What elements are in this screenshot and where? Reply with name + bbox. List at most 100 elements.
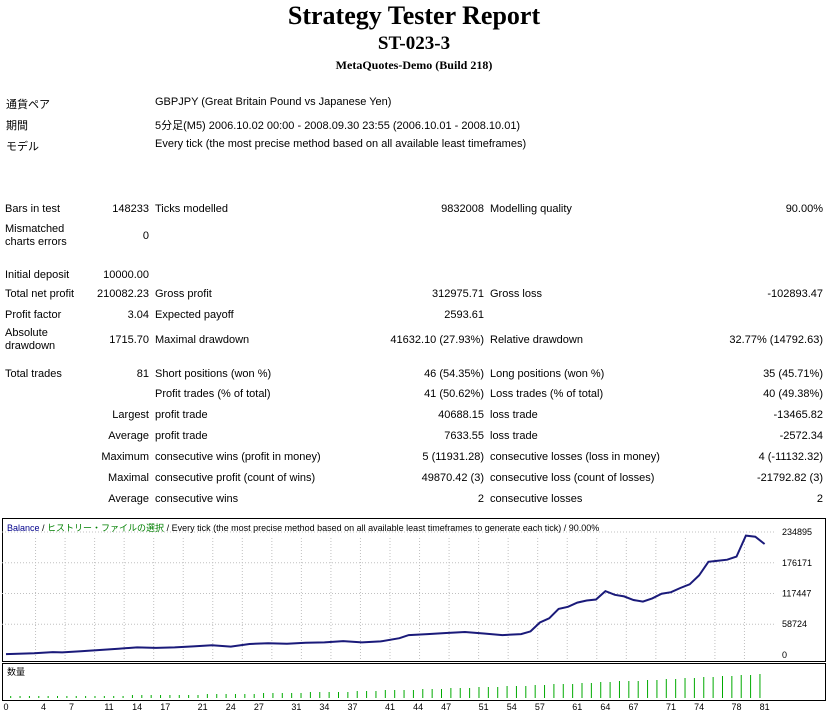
legend-balance: Balance (7, 523, 40, 533)
stat-value: 35 (45.71%) (763, 368, 823, 380)
stat-value: 1715.70 (109, 334, 149, 346)
x-axis: 0 4 7 11 14 17 21 24 27 31 34 37 41 44 47 51 54 57 61 64 67 7… (3, 702, 769, 712)
info-label-period: 期間 (6, 120, 28, 132)
y-axis: 234895 176171 117447 58724 0 (782, 527, 812, 660)
legend: Balance / ヒストリー・ファイルの選択 / Every tick (th… (7, 522, 599, 533)
stat-label: Average (108, 429, 149, 442)
stat-label: Total net profit (5, 287, 75, 300)
stat-value: 210082.23 (97, 287, 149, 300)
stat-value: 46 (54.35%) (424, 368, 484, 380)
x-tick-label: 21 (198, 702, 208, 712)
stats-row: Maximum consecutive wins (profit in mone… (2, 446, 826, 467)
stat-label: Bars in test (5, 202, 61, 215)
x-tick-label: 51 (479, 702, 489, 712)
legend-history: ヒストリー・ファイルの選択 (47, 522, 164, 533)
stat-value: 4 (-11132.32) (758, 450, 823, 463)
stat-label: profit trade (155, 408, 208, 421)
stat-label: Maximum (101, 450, 149, 463)
stat-label: consecutive losses (loss in money) (490, 450, 660, 463)
report-title: Strategy Tester Report (287, 1, 541, 30)
stat-label: profit trade (155, 429, 208, 442)
server-build: MetaQuotes-Demo (Build 218) (335, 58, 493, 72)
stats-table: Bars in test 148233 Ticks modelled 98320… (2, 198, 826, 509)
x-tick-label: 4 (41, 702, 46, 712)
info-value-period: 5分足(M5) 2006.10.02 00:00 - 2008.09.30 23… (155, 120, 521, 132)
x-tick-label: 54 (507, 702, 517, 712)
stat-label: Long positions (won %) (490, 368, 605, 380)
stats-row: Mismatched charts errors 0 (2, 219, 826, 253)
stat-value: 10000.00 (103, 269, 149, 281)
stat-value: -21792.82 (3) (756, 471, 823, 484)
stat-label: Relative drawdown (490, 334, 583, 346)
x-tick-label: 74 (694, 702, 704, 712)
report-id: ST-023-3 (377, 33, 451, 54)
x-tick-label: 81 (760, 702, 770, 712)
legend-rest: / Every tick (the most precise method ba… (164, 523, 599, 533)
stat-value: 3.04 (127, 308, 149, 321)
stat-value: 9832008 (441, 202, 484, 215)
stat-value: 41 (50.62%) (424, 387, 484, 400)
stat-value: 40 (49.38%) (763, 387, 823, 400)
y-tick-label: 234895 (782, 527, 812, 537)
stats-row: Total net profit 210082.23 Gross profit … (2, 283, 826, 304)
stat-label: consecutive loss (count of losses) (490, 471, 655, 484)
stat-value: 90.00% (785, 202, 823, 215)
x-tick-label: 34 (319, 702, 329, 712)
stat-label: Largest (112, 408, 149, 421)
stats-row: Profit trades (% of total) 41 (50.62%) L… (2, 383, 826, 404)
volume-frame (2, 663, 826, 701)
stat-value: 0 (142, 230, 149, 242)
stat-value: 41632.10 (27.93%) (390, 334, 484, 346)
y-tick-label: 176171 (782, 558, 812, 568)
stat-value: -13465.82 (773, 408, 823, 421)
stat-label: Expected payoff (155, 308, 234, 321)
stat-label: Profit trades (% of total) (155, 387, 271, 400)
info-label-symbol: 通貨ペア (6, 99, 50, 111)
legend-sep: / (40, 523, 48, 533)
stat-value: 2 (477, 492, 484, 505)
stat-label: consecutive wins (profit in money) (155, 450, 321, 463)
x-tick-label: 78 (732, 702, 742, 712)
stats-row: Bars in test 148233 Ticks modelled 98320… (2, 198, 826, 219)
stats-row: Average profit trade 7633.55 loss trade … (2, 425, 826, 446)
stat-label: Short positions (won %) (155, 368, 272, 380)
stat-value: 312975.71 (432, 287, 484, 300)
volume-bars (10, 674, 761, 698)
chart-frame (2, 518, 826, 662)
x-tick-label: 0 (3, 702, 8, 712)
y-tick-label: 0 (782, 650, 787, 660)
stat-value: 7633.55 (444, 429, 484, 442)
stat-label: Average (108, 492, 149, 505)
stat-label: Ticks modelled (155, 202, 228, 215)
x-tick-label: 61 (572, 702, 582, 712)
info-value-model: Every tick (the most precise method base… (155, 138, 527, 150)
stats-row: Profit factor 3.04 Expected payoff 2593.… (2, 304, 826, 325)
stat-label: consecutive losses (490, 492, 583, 505)
x-tick-label: 7 (69, 702, 74, 712)
stat-label: Loss trades (% of total) (490, 387, 604, 400)
stat-label: consecutive profit (count of wins) (155, 471, 316, 484)
y-tick-label: 117447 (782, 589, 811, 599)
info-label-model: モデル (6, 141, 39, 153)
stat-label: consecutive wins (155, 492, 239, 505)
stat-label: Modelling quality (490, 202, 572, 215)
stats-row: Largest profit trade 40688.15 loss trade… (2, 404, 826, 425)
stat-value: 40688.15 (438, 408, 484, 421)
stat-value: 5 (11931.28) (422, 450, 484, 463)
stat-label: Profit factor (5, 308, 62, 321)
stat-value: -2572.34 (779, 429, 823, 442)
x-tick-label: 31 (291, 702, 301, 712)
stat-label: Absolute drawdown (5, 327, 56, 352)
stats-row: Average consecutive wins 2 consecutive l… (2, 488, 826, 509)
x-tick-label: 57 (535, 702, 545, 712)
info-value-symbol: GBPJPY (Great Britain Pound vs Japanese … (155, 96, 392, 108)
stat-label: Maximal (108, 471, 149, 484)
x-tick-label: 64 (600, 702, 610, 712)
stat-value: 2593.61 (444, 308, 484, 321)
stat-value: 49870.42 (3) (421, 471, 484, 484)
x-tick-label: 14 (132, 702, 142, 712)
stats-row: Initial deposit 10000.00 (2, 253, 826, 283)
balance-series-line (5, 534, 766, 656)
x-tick-label: 44 (413, 702, 423, 712)
